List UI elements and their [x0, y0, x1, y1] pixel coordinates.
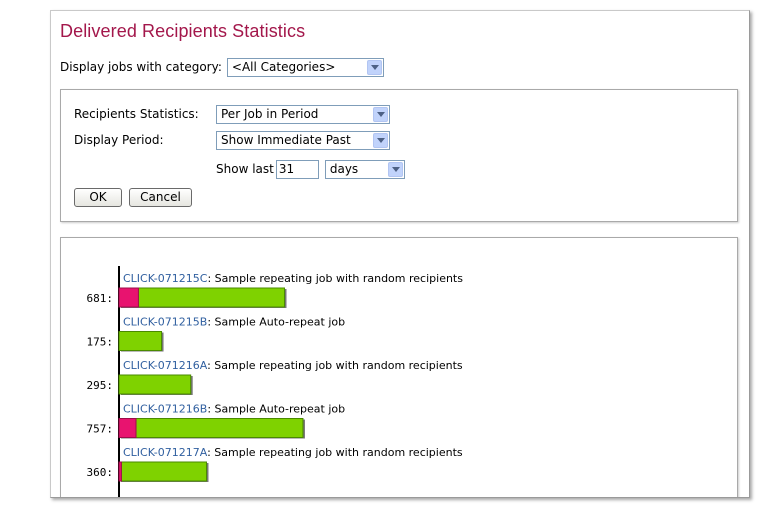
options-panel: Recipients Statistics: Per Job in Period… [60, 89, 738, 222]
job-title: CLICK-071215B: Sample Auto-repeat job [123, 316, 345, 329]
job-description: : Sample Auto-repeat job [207, 316, 345, 329]
ok-button[interactable]: OK [74, 187, 122, 207]
period-unit-value: days [329, 161, 359, 176]
recipients-statistics-value: Per Job in Period [221, 106, 319, 121]
bar-total [118, 374, 192, 395]
statistics-page: Delivered Recipients Statistics Display … [50, 10, 750, 498]
job-link[interactable]: CLICK-071215C [123, 272, 208, 285]
job-description: : Sample Auto-repeat job [207, 403, 345, 416]
job-description: : Sample repeating job with random recip… [207, 359, 463, 372]
bar-total [118, 418, 304, 438]
job-title: CLICK-071216B: Sample Auto-repeat job [123, 403, 345, 416]
job-link[interactable]: CLICK-071216A [123, 359, 208, 372]
job-link[interactable]: CLICK-071216B [123, 403, 207, 416]
recipients-chart: CLICK-071215C: Sample repeating job with… [60, 237, 738, 497]
recipients-statistics-label: Recipients Statistics: [74, 107, 199, 121]
bar-total [118, 461, 207, 482]
chevron-down-icon[interactable] [366, 59, 382, 75]
category-select[interactable]: <All Categories> [226, 57, 384, 77]
bar-total [118, 331, 163, 351]
bar-highlight [118, 418, 137, 438]
job-description: : Sample repeating job with random recip… [207, 446, 463, 459]
page-title: Delivered Recipients Statistics [60, 21, 306, 41]
bar-highlight [118, 461, 122, 482]
display-period-label: Display Period: [74, 133, 164, 147]
job-title: CLICK-071216A: Sample repeating job with… [123, 359, 463, 372]
display-period-row: Display Period: Show Immediate Past [74, 130, 390, 150]
bar-highlight [118, 287, 139, 308]
period-unit-select[interactable]: days [324, 159, 405, 179]
show-last-input[interactable]: 31 [275, 159, 319, 179]
chart-svg: CLICK-071215C: Sample repeating job with… [87, 266, 463, 497]
bar-value-label: 681: [87, 292, 114, 305]
job-title: CLICK-071215C: Sample repeating job with… [123, 272, 463, 285]
show-last-row: Show last 31 days [216, 159, 405, 179]
chevron-down-icon[interactable] [387, 161, 403, 177]
category-filter-row: Display jobs with category: <All Categor… [60, 56, 384, 78]
bar-value-label: 360: [87, 466, 114, 479]
job-description: : Sample repeating job with random recip… [207, 272, 463, 285]
chevron-down-icon[interactable] [373, 132, 388, 148]
category-filter-label: Display jobs with category: [60, 60, 222, 74]
form-buttons: OK Cancel [74, 187, 192, 207]
display-period-select[interactable]: Show Immediate Past [216, 130, 390, 150]
category-select-value: <All Categories> [231, 59, 336, 74]
job-link[interactable]: CLICK-071215B [123, 316, 207, 329]
display-period-value: Show Immediate Past [221, 132, 351, 147]
cancel-button[interactable]: Cancel [129, 187, 192, 207]
bar-value-label: 757: [87, 423, 114, 436]
job-link[interactable]: CLICK-071217A [123, 446, 208, 459]
recipients-statistics-row: Recipients Statistics: Per Job in Period [74, 104, 390, 124]
recipients-statistics-select[interactable]: Per Job in Period [216, 104, 390, 124]
bar-total [118, 287, 285, 308]
chevron-down-icon[interactable] [373, 106, 388, 122]
bar-value-label: 175: [87, 336, 114, 349]
bar-value-label: 295: [87, 379, 114, 392]
job-title: CLICK-071217A: Sample repeating job with… [123, 446, 463, 459]
show-last-label: Show last [216, 162, 274, 176]
